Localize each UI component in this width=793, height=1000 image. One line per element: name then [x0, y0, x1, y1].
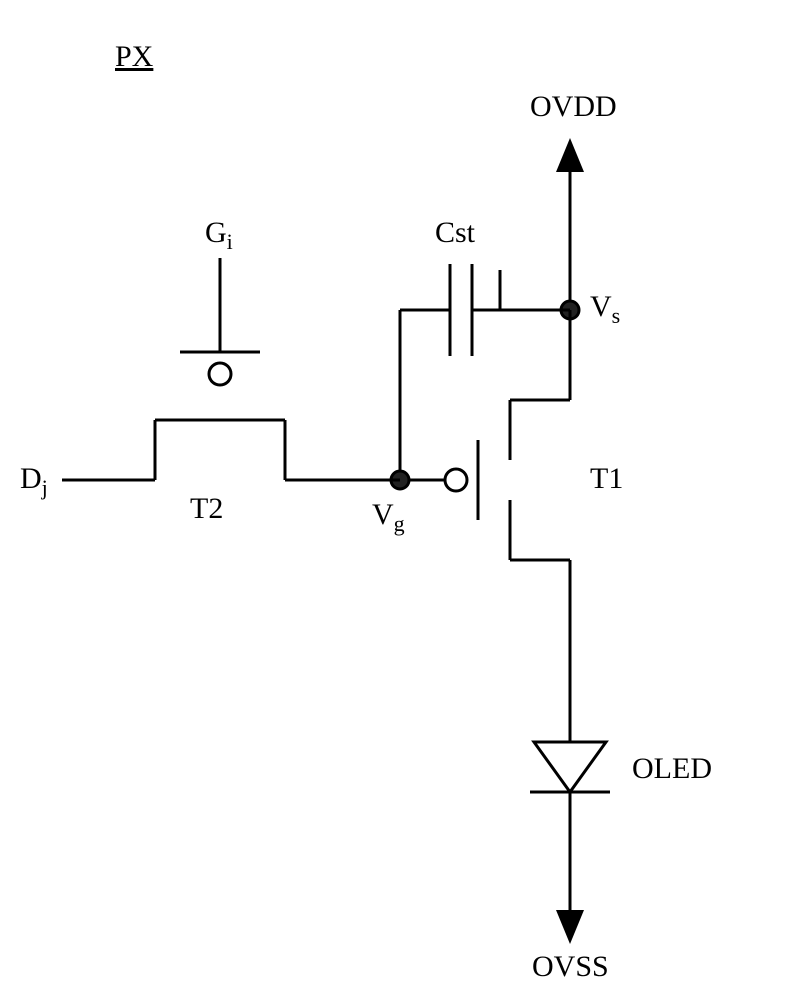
oled-triangle [534, 742, 606, 792]
label-ovss: OVSS [532, 950, 609, 984]
label-vg: Vg [372, 498, 405, 537]
label-ovdd: OVDD [530, 90, 617, 124]
arrow-ovdd [556, 138, 584, 172]
label-oled: OLED [632, 752, 712, 786]
t2-gate-circle [209, 363, 231, 385]
label-gi: Gi [205, 216, 233, 255]
label-dj: Dj [20, 462, 48, 501]
label-vs: Vs [590, 290, 620, 329]
label-cst: Cst [435, 216, 475, 250]
arrow-ovss [556, 910, 584, 944]
label-t2: T2 [190, 492, 223, 526]
circuit-diagram: PX OVDD OVSS Gi Dj Cst Vs Vg T1 T2 OLED [0, 0, 793, 1000]
title-px: PX [115, 40, 153, 74]
label-t1: T1 [590, 462, 623, 496]
t1-gate-circle [445, 469, 467, 491]
